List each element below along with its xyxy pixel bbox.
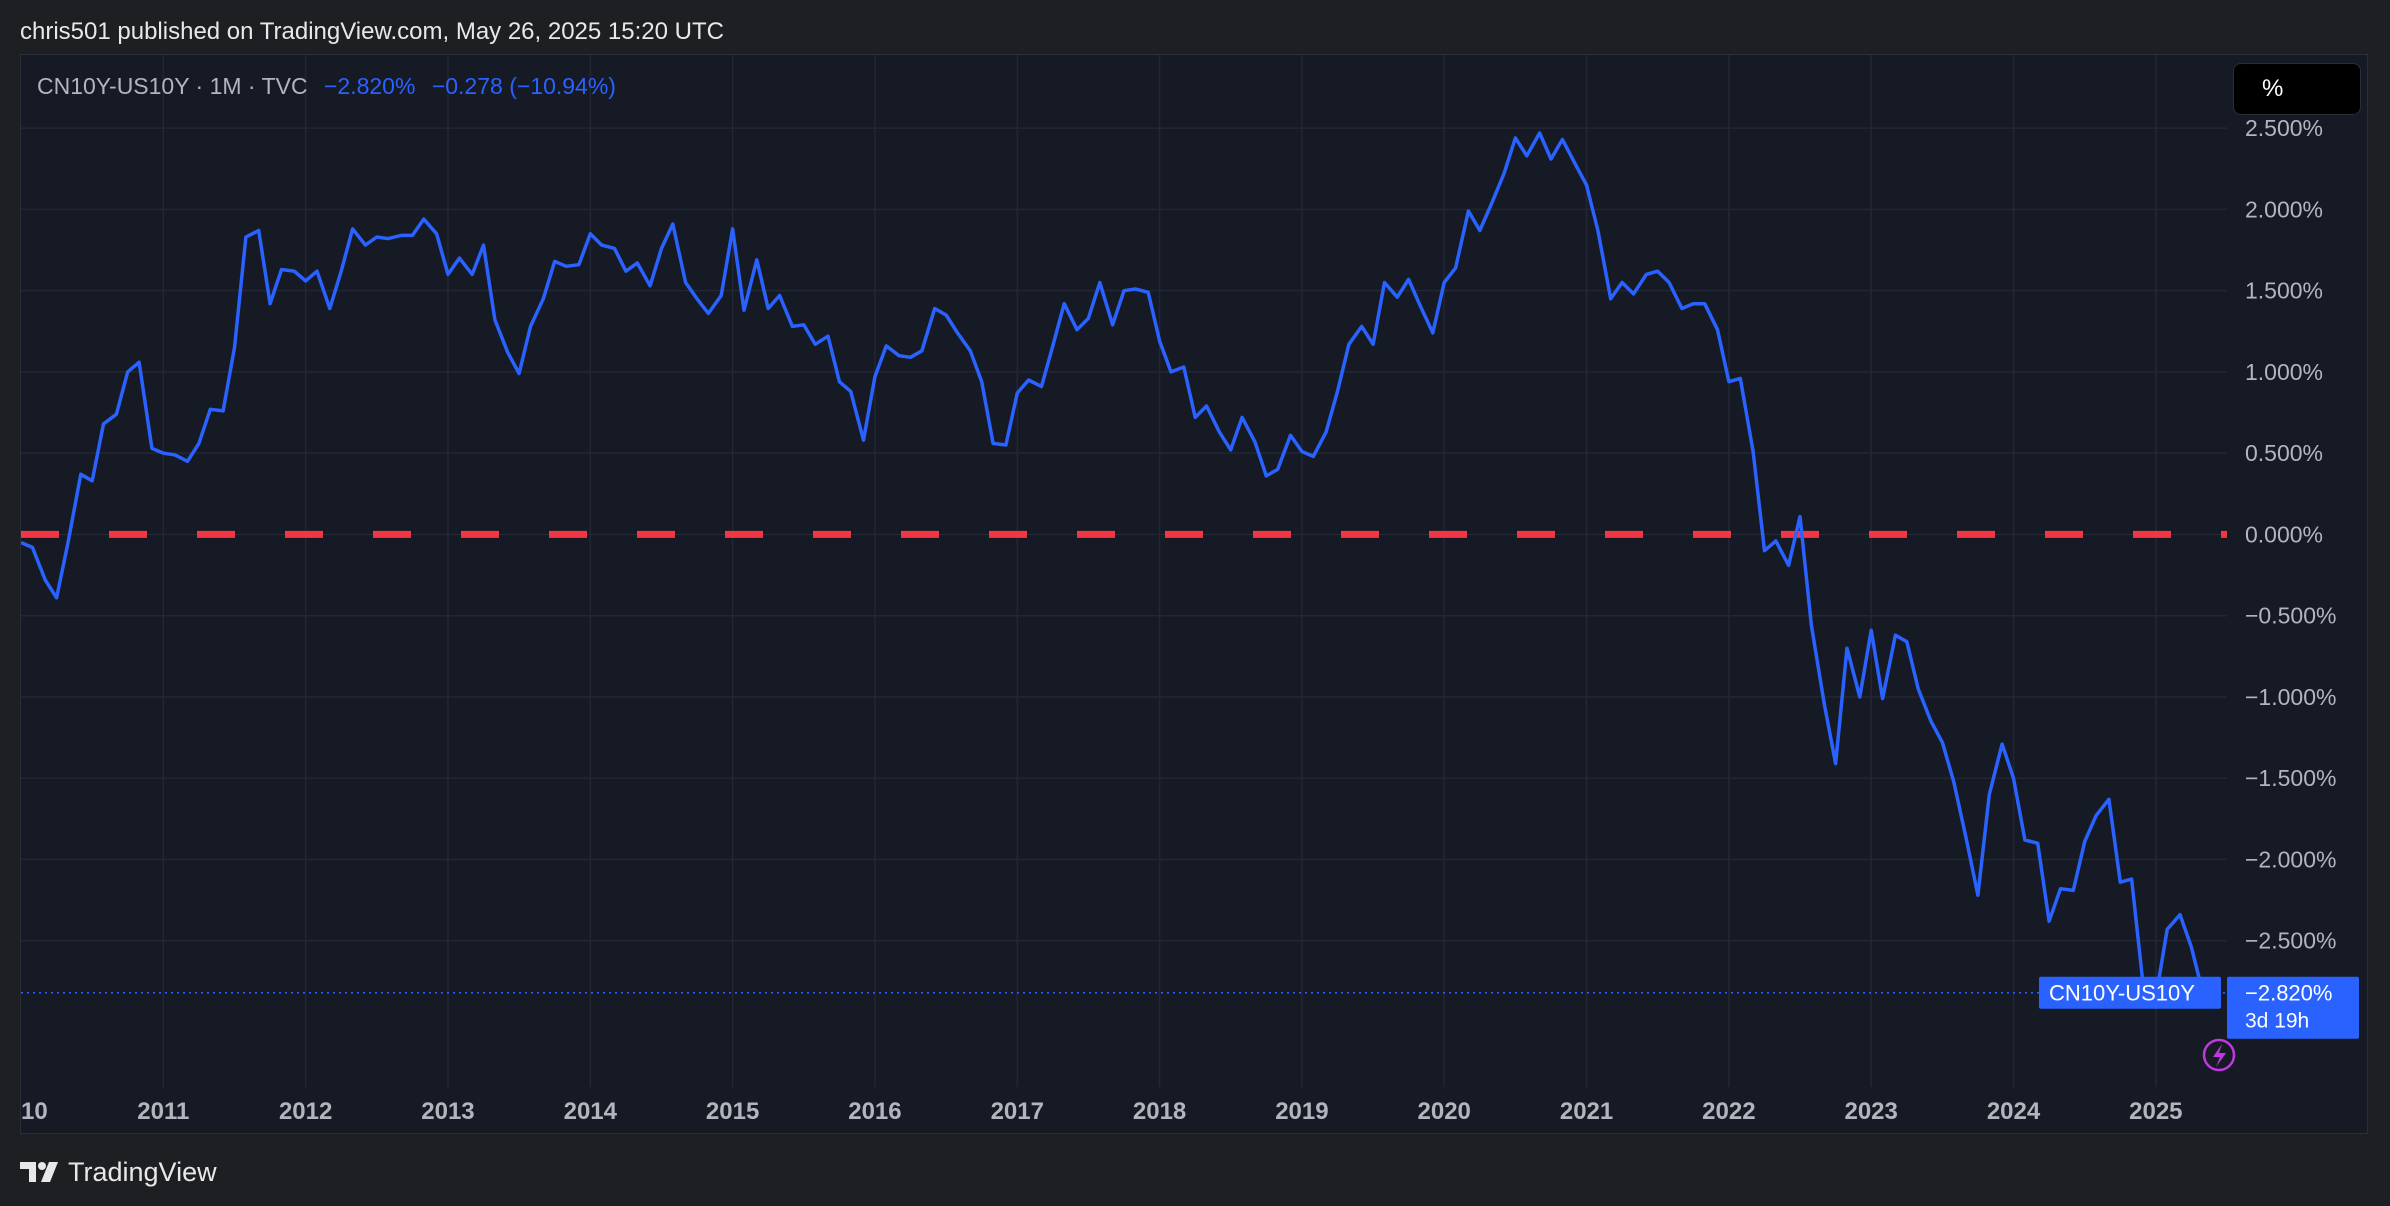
y-tick-label: −0.500% (2245, 603, 2336, 629)
y-tick-label: 1.500% (2245, 278, 2323, 304)
x-tick-label: 2023 (1844, 1098, 1897, 1125)
price-label-value: −2.820% (2245, 981, 2332, 1006)
series-layer (21, 131, 2227, 1000)
x-tick-label: 2012 (279, 1098, 332, 1125)
price-axis[interactable]: 2.500% 2.000% 1.500% 1.000% 0.500% 0.000% −0.5… (2245, 115, 2336, 954)
chart-canvas[interactable]: 2.500% 2.000% 1.500% 1.000% 0.500% 0.000% −0.5… (21, 55, 2367, 1133)
legend-symbol: CN10Y-US10Y · 1M · TVC (37, 73, 308, 99)
published-header: chris501 published on TradingView.com, M… (20, 18, 724, 45)
series-line (21, 131, 2205, 1000)
price-label-symbol: CN10Y-US10Y (2049, 981, 2195, 1006)
tradingview-logo-icon (20, 1162, 58, 1182)
legend-last-value: −2.820% (323, 73, 416, 99)
price-label-symbol-bg (2039, 976, 2221, 1009)
y-tick-label: 0.500% (2245, 440, 2323, 466)
y-tick-label: 0.000% (2245, 521, 2323, 547)
y-tick-label: −1.000% (2245, 684, 2336, 710)
y-tick-label: −1.500% (2245, 765, 2336, 791)
time-axis[interactable]: 10 2011 2012 2013 2014 2015 2016 2017 2018 2019 20… (21, 1098, 2183, 1125)
x-tick-label: 2018 (1133, 1098, 1186, 1125)
price-label-countdown: 3d 19h (2245, 1010, 2309, 1033)
series-legend[interactable]: CN10Y-US10Y · 1M · TVC −2.820% −0.278 (−… (37, 71, 616, 101)
x-tick-label: 10 (21, 1098, 48, 1125)
x-tick-label: 2025 (2129, 1098, 2182, 1125)
y-tick-label: 2.500% (2245, 115, 2323, 141)
x-tick-label: 2020 (1418, 1098, 1471, 1125)
legend-change: −0.278 (−10.94%) (431, 73, 616, 99)
price-label-value-bg (2227, 976, 2359, 1039)
x-tick-label: 2024 (1987, 1098, 2041, 1125)
footer-brand[interactable]: TradingView (20, 1152, 217, 1192)
chart-pane[interactable]: 2.500% 2.000% 1.500% 1.000% 0.500% 0.000% −0.5… (20, 54, 2368, 1134)
grid-lines (21, 55, 2227, 1087)
y-tick-label: −2.500% (2245, 928, 2336, 954)
y-tick-label: 1.000% (2245, 359, 2323, 385)
x-tick-label: 2019 (1275, 1098, 1328, 1125)
x-tick-label: 2014 (564, 1098, 618, 1125)
x-tick-label: 2022 (1702, 1098, 1755, 1125)
x-tick-label: 2013 (421, 1098, 474, 1125)
y-tick-label: 2.000% (2245, 196, 2323, 222)
x-tick-label: 2011 (137, 1098, 189, 1125)
last-price-label: CN10Y-US10Y −2.820% 3d 19h (2039, 976, 2359, 1039)
y-tick-label: −2.000% (2245, 846, 2336, 872)
percent-scale-button[interactable]: % (2233, 63, 2361, 115)
x-tick-label: 2016 (848, 1098, 901, 1125)
x-tick-label: 2021 (1560, 1098, 1613, 1125)
lightning-icon[interactable] (2202, 1038, 2236, 1072)
x-tick-label: 2015 (706, 1098, 759, 1125)
footer-brand-label: TradingView (68, 1156, 217, 1187)
x-tick-label: 2017 (991, 1098, 1044, 1125)
